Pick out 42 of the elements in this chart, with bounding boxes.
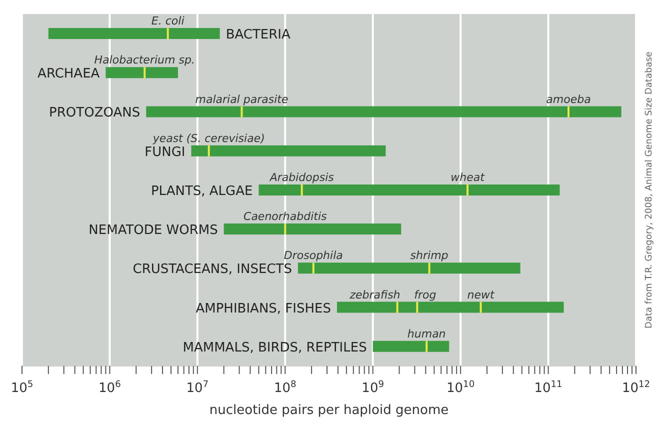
annotation: shrimp: [410, 249, 448, 262]
annotation: Halobacterium sp.: [94, 54, 195, 67]
bar: [372, 340, 450, 352]
bar: [336, 302, 564, 313]
y-tick-label: BACTERIA: [226, 28, 290, 42]
x-tick-label: 10$^{8}$: [274, 380, 297, 396]
y-tick-label: PROTOZOANS: [49, 106, 140, 121]
bar: [191, 145, 386, 156]
annotation: malarial parasite: [195, 92, 288, 106]
annotation: Caenorhabditis: [244, 210, 328, 224]
annotation: frog: [414, 288, 436, 302]
x-tick-label: 10$^{6}$: [98, 380, 122, 396]
y-tick-label: MAMMALS, BIRDS, REPTILES: [182, 340, 367, 356]
annotation: human: [407, 327, 446, 340]
bar: [106, 67, 178, 78]
annotation: amoeba: [546, 92, 592, 106]
x-tick-label: 10$^{9}$: [362, 380, 384, 396]
annotation: newt: [467, 288, 495, 302]
annotation: wheat: [450, 171, 486, 184]
annotation: E. coli: [151, 14, 184, 28]
annotation: Arabidopsis: [268, 171, 334, 184]
bar: [298, 262, 520, 274]
bar: [146, 106, 622, 118]
y-tick-label: FUNGI: [144, 144, 186, 160]
x-tick-label: 10$^{10}$: [446, 380, 475, 396]
y-tick-label: AMPHIBIANS, FISHES: [196, 301, 331, 316]
x-tick-label: 10$^{5}$: [10, 380, 34, 396]
y-tick-label: PLANTS, ALGAE: [150, 184, 253, 199]
text: Data from T.R. Gregory, 2008, Animal Genome Size Database: [644, 52, 654, 328]
annotation: zebrafish: [348, 288, 400, 302]
bar: [258, 184, 560, 196]
y-tick-label: CRUSTACEANS, INSECTS: [132, 262, 292, 278]
bar: [48, 28, 220, 39]
annotation: Drosophila: [284, 249, 344, 262]
annotation: yeast (S. cerevisiae): [152, 132, 265, 145]
y-tick-label: NEMATODE WORMS: [88, 223, 218, 238]
x-tick-label: 10$^{7}$: [186, 380, 209, 396]
x-tick-label: 10$^{11}$: [534, 380, 562, 396]
y-tick-label: ARCHAEA: [38, 66, 100, 82]
x-tick-label: 10$^{12}$: [622, 380, 650, 396]
x-axis-title: nucleotide pairs per haploid genome: [209, 403, 449, 418]
bar: [224, 224, 402, 235]
